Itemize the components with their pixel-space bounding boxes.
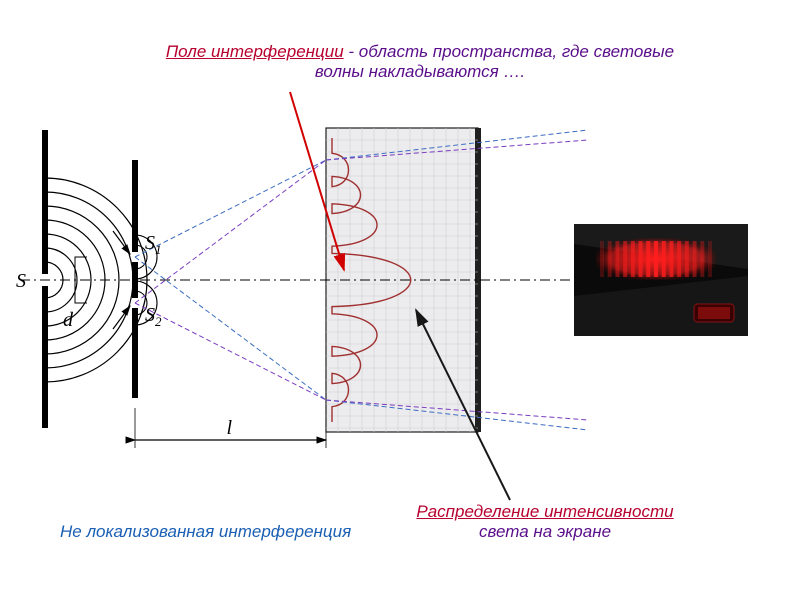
interference-photo [574, 224, 748, 336]
interference-photo-svg [574, 224, 748, 336]
svg-text:l: l [227, 417, 233, 439]
svg-text:S: S [16, 270, 26, 292]
svg-text:d: d [63, 309, 74, 331]
svg-text:S2: S2 [145, 304, 162, 329]
svg-text:S1: S1 [145, 232, 162, 257]
